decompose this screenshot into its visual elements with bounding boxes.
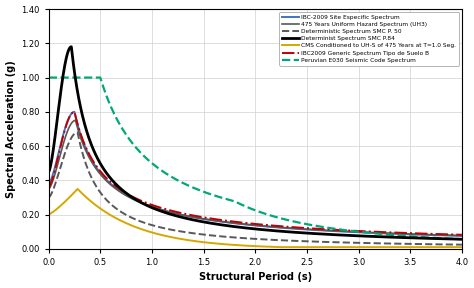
475 Years Uniform Hazard Spectrum (UH3) <box>451 234 457 237</box>
Y-axis label: Spectral Acceleration (g): Spectral Acceleration (g) <box>6 60 16 198</box>
Line: Deterministic Spectrum SMC P. 50: Deterministic Spectrum SMC P. 50 <box>49 132 462 245</box>
IBC2009 Generic Spectrum Tipo de Suelo B <box>46 185 52 189</box>
Line: CMS Conditioned to UH-S of 475 Years at T=1.0 Seg.: CMS Conditioned to UH-S of 475 Years at … <box>49 189 462 247</box>
IBC2009 Generic Spectrum Tipo de Suelo B <box>407 231 412 235</box>
Peruvian E030 Seismic Code Spectrum <box>204 191 210 195</box>
475 Years Uniform Hazard Spectrum (UH3) <box>46 187 52 191</box>
Determinist Spectrum SMC P.84 <box>222 224 228 227</box>
Determinist Spectrum SMC P.84 <box>93 154 99 157</box>
CMS Conditioned to UH-S of 475 Years at T=1.0 Seg. <box>279 245 284 249</box>
Line: IBC2009 Generic Spectrum Tipo de Suelo B: IBC2009 Generic Spectrum Tipo de Suelo B <box>49 112 462 235</box>
CMS Conditioned to UH-S of 475 Years at T=1.0 Seg. <box>75 187 81 191</box>
Deterministic Spectrum SMC P. 50 <box>46 196 52 199</box>
IBC-2009 Site Especific Spectrum <box>204 218 210 221</box>
IBC2009 Generic Spectrum Tipo de Suelo B <box>93 164 99 167</box>
IBC2009 Generic Spectrum Tipo de Suelo B <box>459 233 465 236</box>
475 Years Uniform Hazard Spectrum (UH3) <box>204 218 210 221</box>
475 Years Uniform Hazard Spectrum (UH3) <box>459 234 465 237</box>
Determinist Spectrum SMC P.84 <box>46 170 52 173</box>
Peruvian E030 Seismic Code Spectrum <box>222 197 228 200</box>
CMS Conditioned to UH-S of 475 Years at T=1.0 Seg. <box>222 242 228 246</box>
Deterministic Spectrum SMC P. 50 <box>118 210 123 213</box>
Legend: IBC-2009 Site Especific Spectrum, 475 Years Uniform Hazard Spectrum (UH3), Deter: IBC-2009 Site Especific Spectrum, 475 Ye… <box>280 12 459 66</box>
Peruvian E030 Seismic Code Spectrum <box>406 234 412 238</box>
Line: IBC-2009 Site Especific Spectrum: IBC-2009 Site Especific Spectrum <box>49 112 462 236</box>
CMS Conditioned to UH-S of 475 Years at T=1.0 Seg. <box>118 219 123 222</box>
CMS Conditioned to UH-S of 475 Years at T=1.0 Seg. <box>407 245 412 249</box>
IBC2009 Generic Spectrum Tipo de Suelo B <box>204 216 210 220</box>
CMS Conditioned to UH-S of 475 Years at T=1.0 Seg. <box>93 204 99 207</box>
475 Years Uniform Hazard Spectrum (UH3) <box>407 232 412 236</box>
Deterministic Spectrum SMC P. 50 <box>459 243 465 247</box>
Determinist Spectrum SMC P.84 <box>68 45 74 48</box>
IBC2009 Generic Spectrum Tipo de Suelo B <box>118 188 123 192</box>
IBC2009 Generic Spectrum Tipo de Suelo B <box>451 233 457 236</box>
Deterministic Spectrum SMC P. 50 <box>407 242 412 246</box>
Peruvian E030 Seismic Code Spectrum <box>451 237 456 240</box>
IBC-2009 Site Especific Spectrum <box>407 233 412 236</box>
Deterministic Spectrum SMC P. 50 <box>204 233 210 237</box>
475 Years Uniform Hazard Spectrum (UH3) <box>118 190 123 194</box>
CMS Conditioned to UH-S of 475 Years at T=1.0 Seg. <box>451 245 457 249</box>
Determinist Spectrum SMC P.84 <box>118 187 123 190</box>
CMS Conditioned to UH-S of 475 Years at T=1.0 Seg. <box>46 213 52 216</box>
Deterministic Spectrum SMC P. 50 <box>451 243 457 246</box>
IBC-2009 Site Especific Spectrum <box>459 234 465 238</box>
Line: Peruvian E030 Seismic Code Spectrum: Peruvian E030 Seismic Code Spectrum <box>49 77 462 239</box>
Peruvian E030 Seismic Code Spectrum <box>93 76 99 79</box>
IBC-2009 Site Especific Spectrum <box>93 165 99 169</box>
CMS Conditioned to UH-S of 475 Years at T=1.0 Seg. <box>459 245 465 249</box>
IBC2009 Generic Spectrum Tipo de Suelo B <box>72 110 77 113</box>
Deterministic Spectrum SMC P. 50 <box>75 131 81 134</box>
Peruvian E030 Seismic Code Spectrum <box>46 76 52 79</box>
Determinist Spectrum SMC P.84 <box>451 237 457 241</box>
IBC-2009 Site Especific Spectrum <box>451 234 457 237</box>
X-axis label: Structural Period (s): Structural Period (s) <box>199 272 312 283</box>
475 Years Uniform Hazard Spectrum (UH3) <box>222 220 228 224</box>
Determinist Spectrum SMC P.84 <box>407 236 412 240</box>
Line: 475 Years Uniform Hazard Spectrum (UH3): 475 Years Uniform Hazard Spectrum (UH3) <box>49 120 462 236</box>
475 Years Uniform Hazard Spectrum (UH3) <box>93 167 99 170</box>
Peruvian E030 Seismic Code Spectrum <box>118 124 123 127</box>
475 Years Uniform Hazard Spectrum (UH3) <box>73 119 78 122</box>
IBC-2009 Site Especific Spectrum <box>118 190 123 193</box>
CMS Conditioned to UH-S of 475 Years at T=1.0 Seg. <box>204 241 210 244</box>
Peruvian E030 Seismic Code Spectrum <box>459 238 465 241</box>
Deterministic Spectrum SMC P. 50 <box>93 184 99 188</box>
IBC2009 Generic Spectrum Tipo de Suelo B <box>222 219 228 222</box>
IBC-2009 Site Especific Spectrum <box>46 182 52 185</box>
IBC-2009 Site Especific Spectrum <box>72 110 77 113</box>
Line: Determinist Spectrum SMC P.84: Determinist Spectrum SMC P.84 <box>49 47 462 239</box>
IBC-2009 Site Especific Spectrum <box>222 220 228 224</box>
Determinist Spectrum SMC P.84 <box>459 238 465 241</box>
Determinist Spectrum SMC P.84 <box>204 221 210 224</box>
Deterministic Spectrum SMC P. 50 <box>222 235 228 238</box>
